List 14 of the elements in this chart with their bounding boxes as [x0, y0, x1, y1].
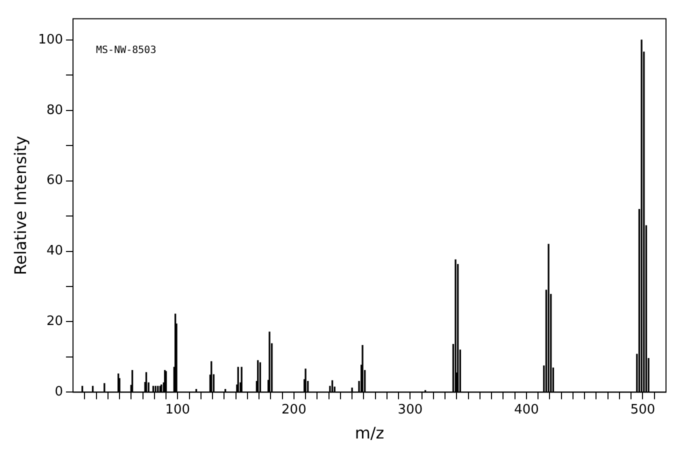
y-tick-label: 60 — [46, 173, 64, 188]
y-tick-label: 0 — [54, 384, 64, 400]
x-tick-label: 200 — [282, 402, 306, 418]
x-axis-title: m/z — [354, 424, 384, 443]
y-tick-label: 80 — [46, 102, 64, 118]
y-tick-label: 20 — [46, 314, 64, 330]
x-tick-label: 500 — [630, 402, 656, 418]
y-tick-label: 40 — [46, 244, 64, 259]
x-tick-label: 400 — [514, 402, 539, 418]
x-tick-label: 100 — [165, 402, 190, 418]
y-tick-label: 100 — [38, 32, 64, 48]
y-axis-title: Relative Intensity — [10, 136, 30, 276]
x-tick-label: 300 — [398, 402, 423, 418]
annotation: MS-NW-8503 — [96, 44, 156, 56]
